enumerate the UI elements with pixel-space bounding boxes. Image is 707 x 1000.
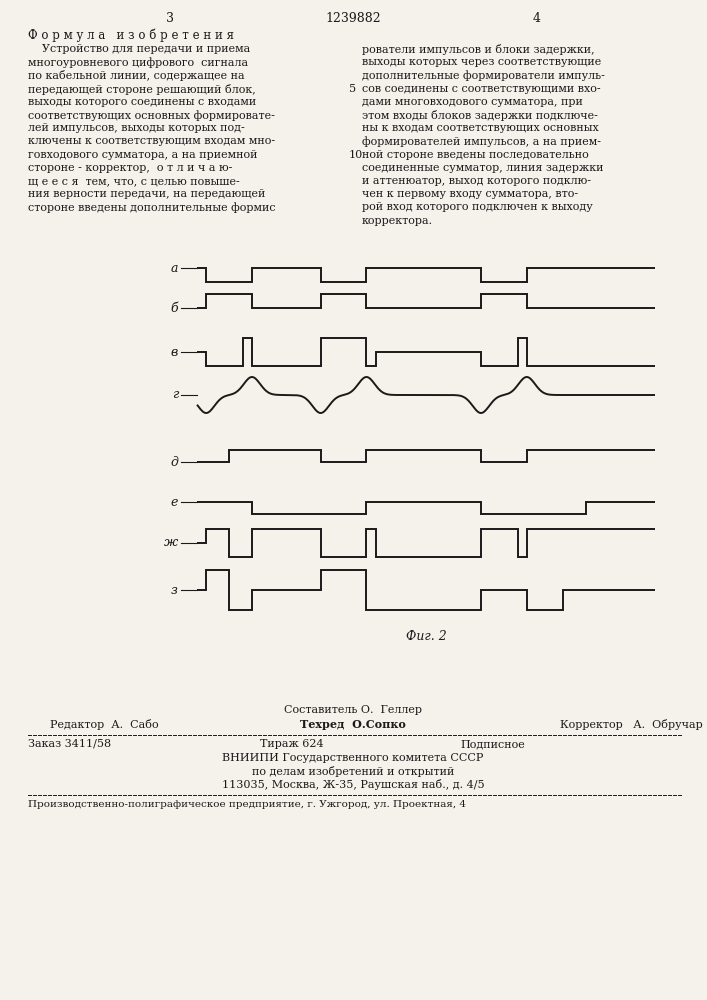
Text: по делам изобретений и открытий: по делам изобретений и открытий (252, 766, 454, 777)
Text: Устройство для передачи и приема: Устройство для передачи и приема (28, 44, 250, 54)
Text: говходового сумматора, а на приемной: говходового сумматора, а на приемной (28, 150, 257, 160)
Text: стороне введены дополнительные формис: стороне введены дополнительные формис (28, 202, 276, 213)
Text: стороне - корректор,  о т л и ч а ю-: стороне - корректор, о т л и ч а ю- (28, 163, 233, 173)
Text: г: г (172, 388, 178, 401)
Text: многоуровневого цифрового  сигнала: многоуровневого цифрового сигнала (28, 57, 248, 68)
Text: по кабельной линии, содержащее на: по кабельной линии, содержащее на (28, 70, 245, 81)
Text: в: в (171, 346, 178, 359)
Text: 113035, Москва, Ж-35, Раушская наб., д. 4/5: 113035, Москва, Ж-35, Раушская наб., д. … (222, 779, 484, 790)
Text: ны к входам соответствующих основных: ны к входам соответствующих основных (362, 123, 599, 133)
Text: передающей стороне решающий блок,: передающей стороне решающий блок, (28, 84, 256, 95)
Text: выходы которого соединены с входами: выходы которого соединены с входами (28, 97, 256, 107)
Text: лей импульсов, выходы которых под-: лей импульсов, выходы которых под- (28, 123, 245, 133)
Text: а: а (170, 261, 178, 274)
Text: ния верности передачи, на передающей: ния верности передачи, на передающей (28, 189, 265, 199)
Text: д: д (170, 456, 178, 468)
Text: Ф о р м у л а   и з о б р е т е н и я: Ф о р м у л а и з о б р е т е н и я (28, 28, 234, 41)
Text: ВНИИПИ Государственного комитета СССР: ВНИИПИ Государственного комитета СССР (222, 753, 484, 763)
Text: сов соединены с соответствующими вхо-: сов соединены с соответствующими вхо- (362, 84, 601, 94)
Text: б: б (170, 302, 178, 314)
Text: 5: 5 (349, 84, 356, 94)
Text: Производственно-полиграфическое предприятие, г. Ужгород, ул. Проектная, 4: Производственно-полиграфическое предприя… (28, 800, 466, 809)
Text: соответствующих основных формировате-: соответствующих основных формировате- (28, 110, 275, 121)
Text: формирователей импульсов, а на прием-: формирователей импульсов, а на прием- (362, 136, 601, 147)
Text: 1239882: 1239882 (325, 12, 381, 25)
Text: Подписное: Подписное (460, 739, 525, 749)
Text: соединенные сумматор, линия задержки: соединенные сумматор, линия задержки (362, 163, 604, 173)
Text: Фиг. 2: Фиг. 2 (406, 630, 446, 643)
Text: Тираж 624: Тираж 624 (260, 739, 324, 749)
Text: щ е е с я  тем, что, с целью повыше-: щ е е с я тем, что, с целью повыше- (28, 176, 240, 186)
Text: Заказ 3411/58: Заказ 3411/58 (28, 739, 111, 749)
Text: е: е (170, 495, 178, 508)
Text: рой вход которого подключен к выходу: рой вход которого подключен к выходу (362, 202, 592, 212)
Text: дополнительные формирователи импуль-: дополнительные формирователи импуль- (362, 70, 605, 81)
Text: ключены к соответствующим входам мно-: ключены к соответствующим входам мно- (28, 136, 275, 146)
Text: рователи импульсов и блоки задержки,: рователи импульсов и блоки задержки, (362, 44, 595, 55)
Text: ж: ж (164, 536, 178, 550)
Text: Техред  О.Сопко: Техред О.Сопко (300, 719, 406, 730)
Text: чен к первому входу сумматора, вто-: чен к первому входу сумматора, вто- (362, 189, 578, 199)
Text: выходы которых через соответствующие: выходы которых через соответствующие (362, 57, 601, 67)
Text: з: з (171, 584, 178, 596)
Text: этом входы блоков задержки подключе-: этом входы блоков задержки подключе- (362, 110, 598, 121)
Text: ной стороне введены последовательно: ной стороне введены последовательно (362, 150, 589, 160)
Text: Корректор   А.  Обручар: Корректор А. Обручар (560, 719, 703, 730)
Text: 4: 4 (533, 12, 541, 25)
Text: Составитель О.  Геллер: Составитель О. Геллер (284, 705, 422, 715)
Text: Редактор  А.  Сабо: Редактор А. Сабо (50, 719, 158, 730)
Text: 10: 10 (349, 150, 363, 160)
Text: корректора.: корректора. (362, 216, 433, 226)
Text: и аттенюатор, выход которого подклю-: и аттенюатор, выход которого подклю- (362, 176, 591, 186)
Text: 3: 3 (166, 12, 174, 25)
Text: дами многовходового сумматора, при: дами многовходового сумматора, при (362, 97, 583, 107)
